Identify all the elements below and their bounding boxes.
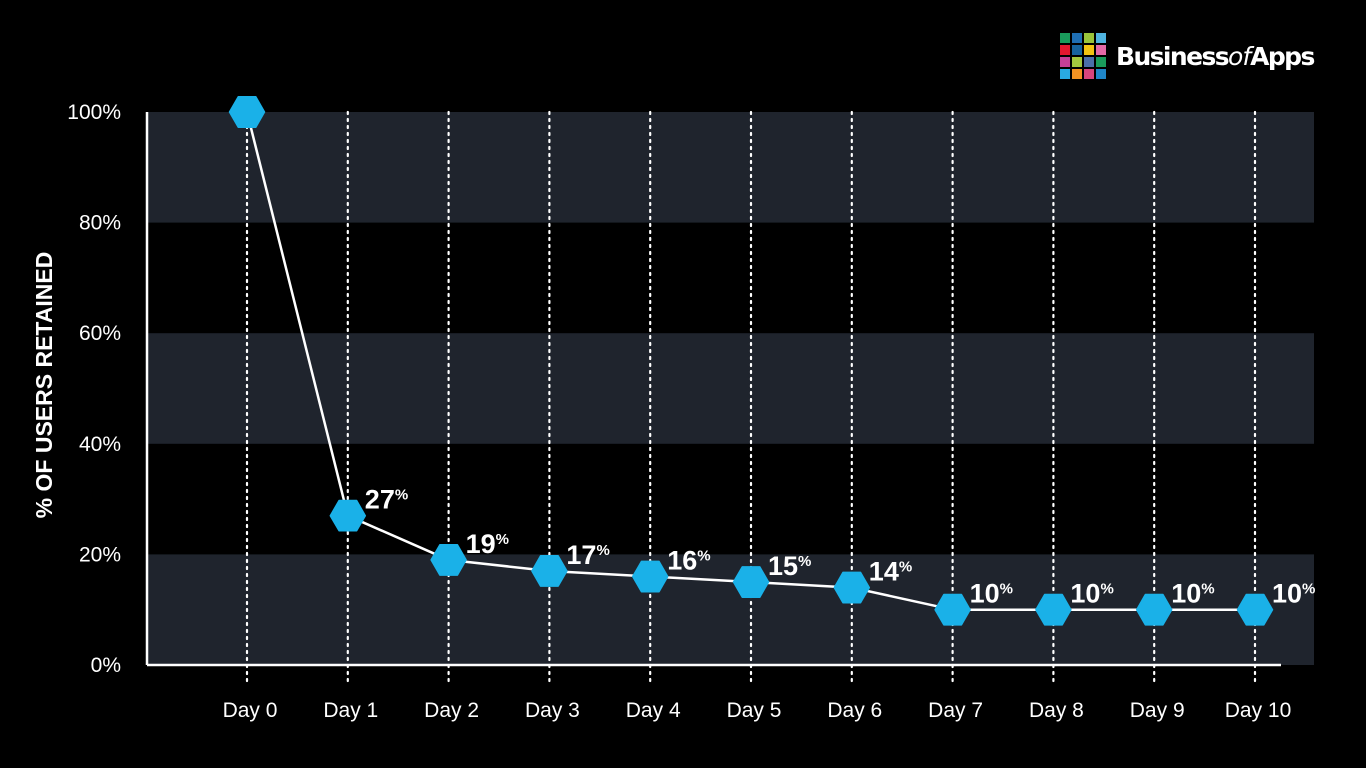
brand-mosaic-tile: [1096, 45, 1106, 55]
x-tick-label: Day 8: [1029, 699, 1084, 722]
brand-mosaic-tile: [1084, 69, 1094, 79]
y-tick-label: 60%: [79, 322, 121, 345]
brand-mosaic-tile: [1060, 57, 1070, 67]
x-tick-label: Day 1: [323, 699, 378, 722]
data-label: 27%: [365, 485, 408, 515]
data-point-marker: [833, 571, 871, 604]
x-tick-labels: Day 0 Day 1 Day 2 Day 3 Day 4 Day 5 Day 6 Day 7…: [223, 699, 1292, 722]
data-point-marker: [934, 593, 971, 626]
data-label: 14%: [869, 557, 912, 587]
brand-name-of: of: [1228, 41, 1251, 71]
brand-name: BusinessofApps: [1116, 41, 1315, 71]
data-label: 10%: [1070, 579, 1113, 609]
x-tick-label: Day 3: [525, 699, 580, 722]
data-label: 17%: [566, 540, 609, 570]
brand-mosaic-tile: [1096, 57, 1106, 67]
y-tick-label: 80%: [79, 212, 121, 235]
axes: [145, 112, 1281, 667]
x-tick-label: Day 7: [928, 699, 983, 722]
data-point-marker: [329, 499, 367, 532]
brand-mosaic-icon: [1060, 33, 1106, 79]
y-axis-label: % OF USERS RETAINED: [31, 252, 57, 519]
grid-band: [147, 112, 1314, 223]
x-tick-label: Day 5: [727, 699, 782, 722]
brand-mosaic-tile: [1060, 69, 1070, 79]
data-label: 10%: [1171, 579, 1214, 609]
data-labels: 27% 19% 17% 16% 15% 14% 10% 10% 10% 10%: [365, 485, 1316, 609]
brand-mosaic-tile: [1060, 45, 1070, 55]
grid-band: [147, 333, 1314, 444]
grid-bands: [147, 112, 1314, 665]
x-tick-label: Day 10: [1225, 699, 1292, 722]
brand-logo: BusinessofApps: [1060, 32, 1315, 80]
x-tick-label: Day 0: [223, 699, 278, 722]
x-tick-label: Day 4: [626, 699, 681, 722]
brand-mosaic-tile: [1084, 57, 1094, 67]
data-point-marker: [1236, 593, 1274, 626]
brand-mosaic-tile: [1072, 45, 1082, 55]
retention-series: [228, 96, 1274, 626]
y-tick-label: 20%: [79, 543, 121, 566]
y-tick-label: 0%: [91, 654, 121, 677]
y-tick-label: 100%: [67, 101, 121, 124]
x-tick-label: Day 9: [1130, 699, 1185, 722]
data-point-marker: [1135, 593, 1173, 626]
brand-name-apps: Apps: [1250, 41, 1315, 71]
y-tick-labels: 0% 20% 40% 60% 80% 100%: [67, 101, 121, 677]
data-point-marker: [228, 96, 266, 128]
data-label: 16%: [667, 546, 710, 576]
data-point-marker: [1035, 593, 1072, 626]
data-point-marker: [732, 566, 770, 598]
y-tick-label: 40%: [79, 433, 121, 456]
data-label: 10%: [1272, 579, 1315, 609]
brand-mosaic-tile: [1096, 69, 1106, 79]
brand-mosaic-tile: [1060, 33, 1070, 43]
data-label: 19%: [466, 529, 509, 559]
data-point-marker: [531, 555, 568, 587]
brand-name-business: Business: [1116, 41, 1230, 71]
data-label: 10%: [970, 579, 1013, 609]
x-tick-label: Day 2: [424, 699, 479, 722]
brand-mosaic-tile: [1072, 33, 1082, 43]
brand-mosaic-tile: [1072, 57, 1082, 67]
x-tick-label: Day 6: [827, 699, 882, 722]
brand-mosaic-tile: [1084, 33, 1094, 43]
brand-mosaic-tile: [1084, 45, 1094, 55]
brand-mosaic-tile: [1096, 33, 1106, 43]
brand-mosaic-tile: [1072, 69, 1082, 79]
data-label: 15%: [768, 551, 811, 581]
data-point-marker: [631, 560, 669, 593]
data-point-marker: [430, 544, 467, 576]
